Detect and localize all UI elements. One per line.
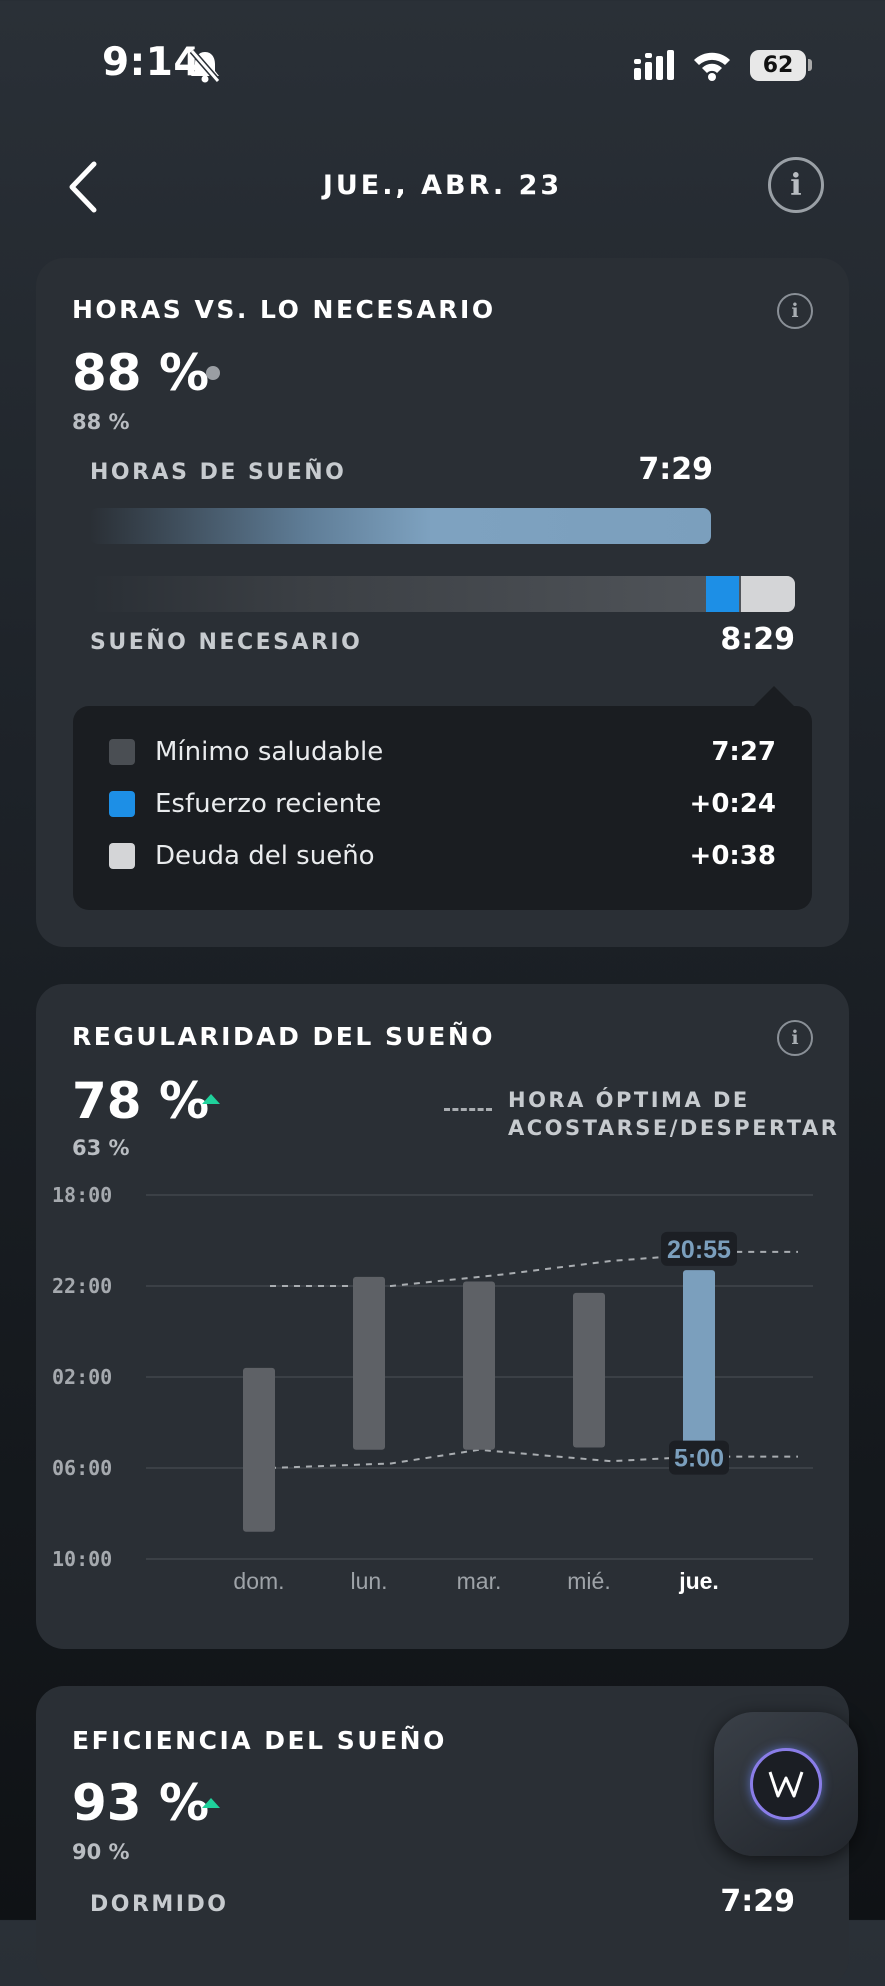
whoop-logo-icon bbox=[750, 1748, 822, 1820]
status-time: 9:14 bbox=[102, 40, 202, 85]
legend-swatch bbox=[109, 791, 135, 817]
trend-up-icon bbox=[202, 1798, 220, 1808]
trend-up-icon bbox=[202, 1094, 220, 1104]
hours-sub-percent: 88 % bbox=[72, 410, 130, 434]
sleep-bar bbox=[463, 1281, 495, 1450]
chevron-left-icon bbox=[69, 161, 97, 213]
wifi-icon bbox=[692, 49, 732, 85]
signal-icon bbox=[634, 50, 678, 86]
info-icon[interactable]: i bbox=[777, 1020, 813, 1056]
info-icon[interactable]: i bbox=[777, 293, 813, 329]
regularity-sub-percent: 63 % bbox=[72, 1136, 130, 1160]
legend-label: Deuda del sueño bbox=[155, 841, 375, 871]
y-axis-label: 02:00 bbox=[52, 1365, 112, 1389]
legend-value: 7:27 bbox=[711, 737, 776, 767]
legend-value: +0:24 bbox=[689, 789, 776, 819]
info-icon: i bbox=[790, 167, 802, 203]
legend-value: +0:38 bbox=[689, 841, 776, 871]
card-title: REGULARIDAD DEL SUEÑO bbox=[72, 1022, 496, 1051]
sleep-regularity-chart: 18:00 22:00 02:00 06:00 10:00 dom. lun. mar. mié… bbox=[52, 1183, 813, 1594]
card-title: EFICIENCIA DEL SUEÑO bbox=[72, 1726, 447, 1755]
x-axis-label: lun. bbox=[350, 1568, 387, 1594]
page-title: JUE., ABR. 23 bbox=[322, 170, 563, 201]
legend-row-sleep-debt: Deuda del sueño +0:38 bbox=[109, 836, 776, 876]
info-button[interactable]: i bbox=[768, 157, 824, 213]
sleep-need-legend: Mínimo saludable 7:27 Esfuerzo reciente … bbox=[73, 706, 812, 910]
legend-row-recent-strain: Esfuerzo reciente +0:24 bbox=[109, 784, 776, 824]
x-axis-label: jue. bbox=[678, 1568, 719, 1594]
bedtime-label: 20:55 bbox=[667, 1236, 731, 1264]
sleep-bar bbox=[683, 1270, 715, 1448]
back-button[interactable] bbox=[62, 158, 112, 218]
hours-slept-value: 7:29 bbox=[638, 452, 713, 487]
sleep-bar bbox=[573, 1292, 605, 1448]
x-axis-label: dom. bbox=[233, 1568, 284, 1594]
y-axis-label: 10:00 bbox=[52, 1547, 112, 1571]
hours-slept-bar bbox=[90, 508, 711, 544]
y-axis-label: 06:00 bbox=[52, 1456, 112, 1480]
legend-pointer bbox=[752, 686, 796, 708]
legend-label: Esfuerzo reciente bbox=[155, 789, 382, 819]
hours-slept-label: HORAS DE SUEÑO bbox=[90, 460, 347, 485]
silent-bell-icon bbox=[188, 48, 222, 88]
regularity-percent: 78 % bbox=[72, 1072, 210, 1130]
asleep-label: DORMIDO bbox=[90, 1892, 229, 1917]
sleep-bar bbox=[353, 1276, 385, 1450]
neutral-dot-icon bbox=[206, 366, 220, 380]
dashed-line-legend-icon bbox=[444, 1108, 492, 1111]
sleep-needed-bar bbox=[90, 576, 795, 612]
battery-nub bbox=[808, 59, 812, 71]
card-title: HORAS VS. LO NECESARIO bbox=[72, 295, 496, 324]
battery-indicator: 62 bbox=[750, 50, 806, 81]
bedtime-label-bg bbox=[661, 1231, 737, 1266]
x-axis-label: mié. bbox=[567, 1568, 610, 1594]
efficiency-sub-percent: 90 % bbox=[72, 1840, 130, 1864]
legend-swatch bbox=[109, 739, 135, 765]
sleep-regularity-card[interactable]: REGULARIDAD DEL SUEÑO i 78 % 63 % HORA Ó… bbox=[36, 984, 849, 1649]
coach-button[interactable] bbox=[714, 1712, 858, 1856]
x-axis-label: mar. bbox=[457, 1568, 502, 1594]
wake-label-bg bbox=[669, 1440, 729, 1475]
optimal-time-legend-line1: HORA ÓPTIMA DE bbox=[508, 1088, 750, 1112]
optimal-time-legend-line2: ACOSTARSE/DESPERTAR bbox=[508, 1116, 840, 1140]
y-axis-label: 18:00 bbox=[52, 1183, 112, 1207]
legend-row-healthy-minimum: Mínimo saludable 7:27 bbox=[109, 732, 776, 772]
efficiency-percent: 93 % bbox=[72, 1774, 210, 1832]
sleep-needed-value: 8:29 bbox=[720, 622, 795, 657]
y-axis-label: 22:00 bbox=[52, 1274, 112, 1298]
legend-label: Mínimo saludable bbox=[155, 737, 384, 767]
legend-swatch bbox=[109, 843, 135, 869]
sleep-debt-segment bbox=[741, 576, 795, 612]
recent-strain-segment bbox=[706, 576, 739, 612]
asleep-value: 7:29 bbox=[720, 1884, 795, 1919]
hours-percent: 88 % bbox=[72, 344, 210, 402]
wake-label: 5:00 bbox=[674, 1445, 724, 1473]
sleep-needed-label: SUEÑO NECESARIO bbox=[90, 630, 363, 655]
sleep-bar bbox=[243, 1367, 275, 1532]
